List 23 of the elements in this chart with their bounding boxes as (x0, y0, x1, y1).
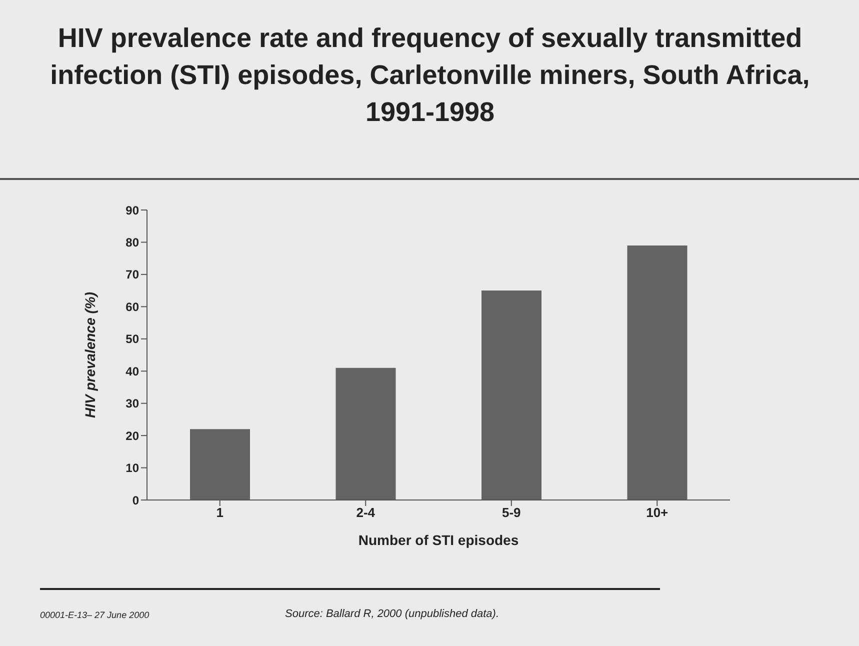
y-tick-label: 70 (126, 268, 140, 282)
x-tick-label: 2-4 (356, 505, 376, 520)
text: 00001-E-13– 27 June 2000 (40, 610, 150, 620)
y-tick-label: 20 (126, 428, 140, 443)
bar (336, 368, 396, 500)
bar (190, 429, 250, 500)
y-tick-label: 40 (126, 364, 140, 378)
x-tick-label: 5-9 (502, 505, 521, 520)
y-tick-label: 60 (126, 300, 140, 314)
x-tick-label: 10+ (646, 505, 669, 520)
y-tick-label: 0 (132, 493, 140, 508)
source-note: Source: Ballard R, 2000 (unpublished data). (285, 608, 500, 620)
x-tick-label: 1 (216, 505, 224, 520)
y-tick-label: 80 (126, 235, 140, 250)
y-tick-label: 30 (126, 396, 140, 411)
bar (627, 245, 688, 500)
y-tick-label: 50 (126, 332, 140, 346)
bar (482, 290, 542, 500)
chart-title: HIV prevalence rate and frequency of sexually transmitted infection (STI) episodes, Carletonville miners, South Africa, 1991-1998 (49, 22, 811, 129)
x-axis-title: Number of STI episodes (358, 532, 519, 548)
y-axis-title: HIV prevalence (%) (82, 292, 98, 418)
y-tick-label: 10 (126, 461, 140, 476)
y-tick-label: 90 (126, 203, 140, 218)
